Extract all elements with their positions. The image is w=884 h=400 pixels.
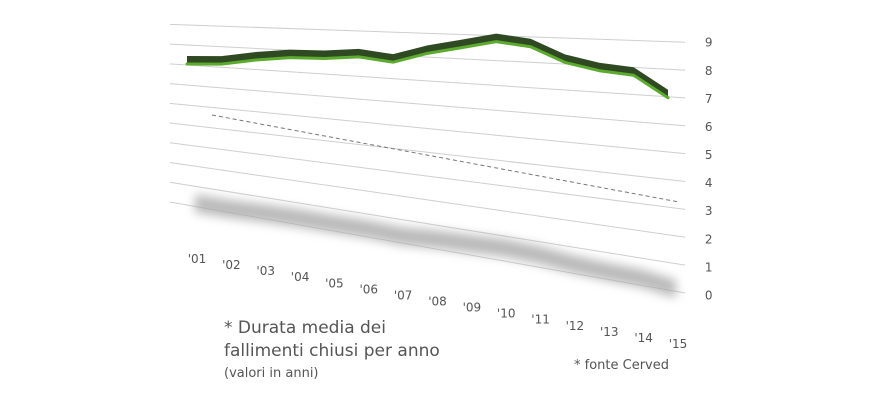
- gridlines: [169, 23, 686, 294]
- y-tick-label: 6: [705, 120, 713, 134]
- data-point: [460, 46, 464, 49]
- data-point: [254, 58, 257, 62]
- series-ribbon: [185, 33, 670, 100]
- y-axis-ticks: 0 1 2 3 4 5 6 7 8 9: [705, 36, 713, 303]
- gridline: [169, 23, 686, 43]
- chart-subtitle: (valori in anni): [224, 366, 319, 381]
- gridline: [169, 162, 686, 238]
- data-point: [220, 62, 223, 66]
- x-tick-label: '01: [188, 252, 207, 266]
- y-tick-label: 8: [705, 64, 713, 78]
- shadow-reference-line: [211, 114, 679, 203]
- y-tick-label: 9: [705, 36, 713, 50]
- x-tick-label: '04: [291, 270, 310, 284]
- x-tick-label: '10: [497, 307, 516, 321]
- y-tick-label: 5: [705, 148, 713, 162]
- data-point: [529, 45, 532, 48]
- x-tick-label: '03: [256, 264, 275, 278]
- y-tick-label: 7: [705, 92, 713, 106]
- x-tick-label: '09: [463, 301, 482, 315]
- y-tick-label: 2: [705, 232, 713, 246]
- y-tick-label: 0: [705, 288, 713, 302]
- series-ribbon-band: [187, 33, 668, 99]
- gridline: [169, 83, 686, 127]
- chart-title-line-2: fallimenti chiusi per anno: [224, 341, 440, 361]
- data-point: [563, 61, 567, 64]
- chart-source: * fonte Cerved: [574, 358, 669, 373]
- x-axis-ticks: '01 '02 '03 '04 '05 '06 '07 '08 '09 '10 '11 '12 '13 '…: [188, 252, 688, 351]
- gridline: [169, 102, 686, 155]
- y-tick-label: 3: [705, 204, 713, 218]
- data-point: [632, 74, 635, 77]
- data-point: [598, 69, 601, 72]
- data-point: [666, 96, 670, 100]
- x-tick-label: '12: [566, 319, 585, 333]
- x-tick-label: '15: [669, 337, 688, 351]
- y-tick-label: 1: [705, 260, 713, 274]
- gridline: [169, 122, 686, 183]
- x-tick-label: '06: [359, 282, 378, 296]
- gridline: [169, 181, 686, 266]
- data-point: [391, 60, 395, 64]
- x-tick-label: '11: [531, 313, 550, 327]
- x-tick-label: '14: [634, 331, 653, 345]
- x-tick-label: '08: [428, 295, 447, 309]
- data-point: [185, 62, 189, 66]
- gridline: [169, 142, 686, 210]
- x-tick-label: '05: [325, 276, 344, 290]
- line-shadow: [195, 114, 679, 298]
- x-tick-label: '07: [394, 288, 413, 302]
- data-point: [426, 52, 429, 55]
- y-tick-label: 4: [705, 176, 713, 190]
- data-point: [495, 40, 498, 43]
- data-point: [323, 57, 326, 60]
- data-point: [288, 56, 292, 59]
- series-shadow: [195, 194, 676, 298]
- x-tick-label: '13: [600, 325, 619, 339]
- x-tick-label: '02: [222, 258, 241, 272]
- chart-title-line-1: * Durata media dei: [224, 318, 386, 338]
- gridline: [169, 63, 686, 99]
- data-point: [357, 55, 360, 59]
